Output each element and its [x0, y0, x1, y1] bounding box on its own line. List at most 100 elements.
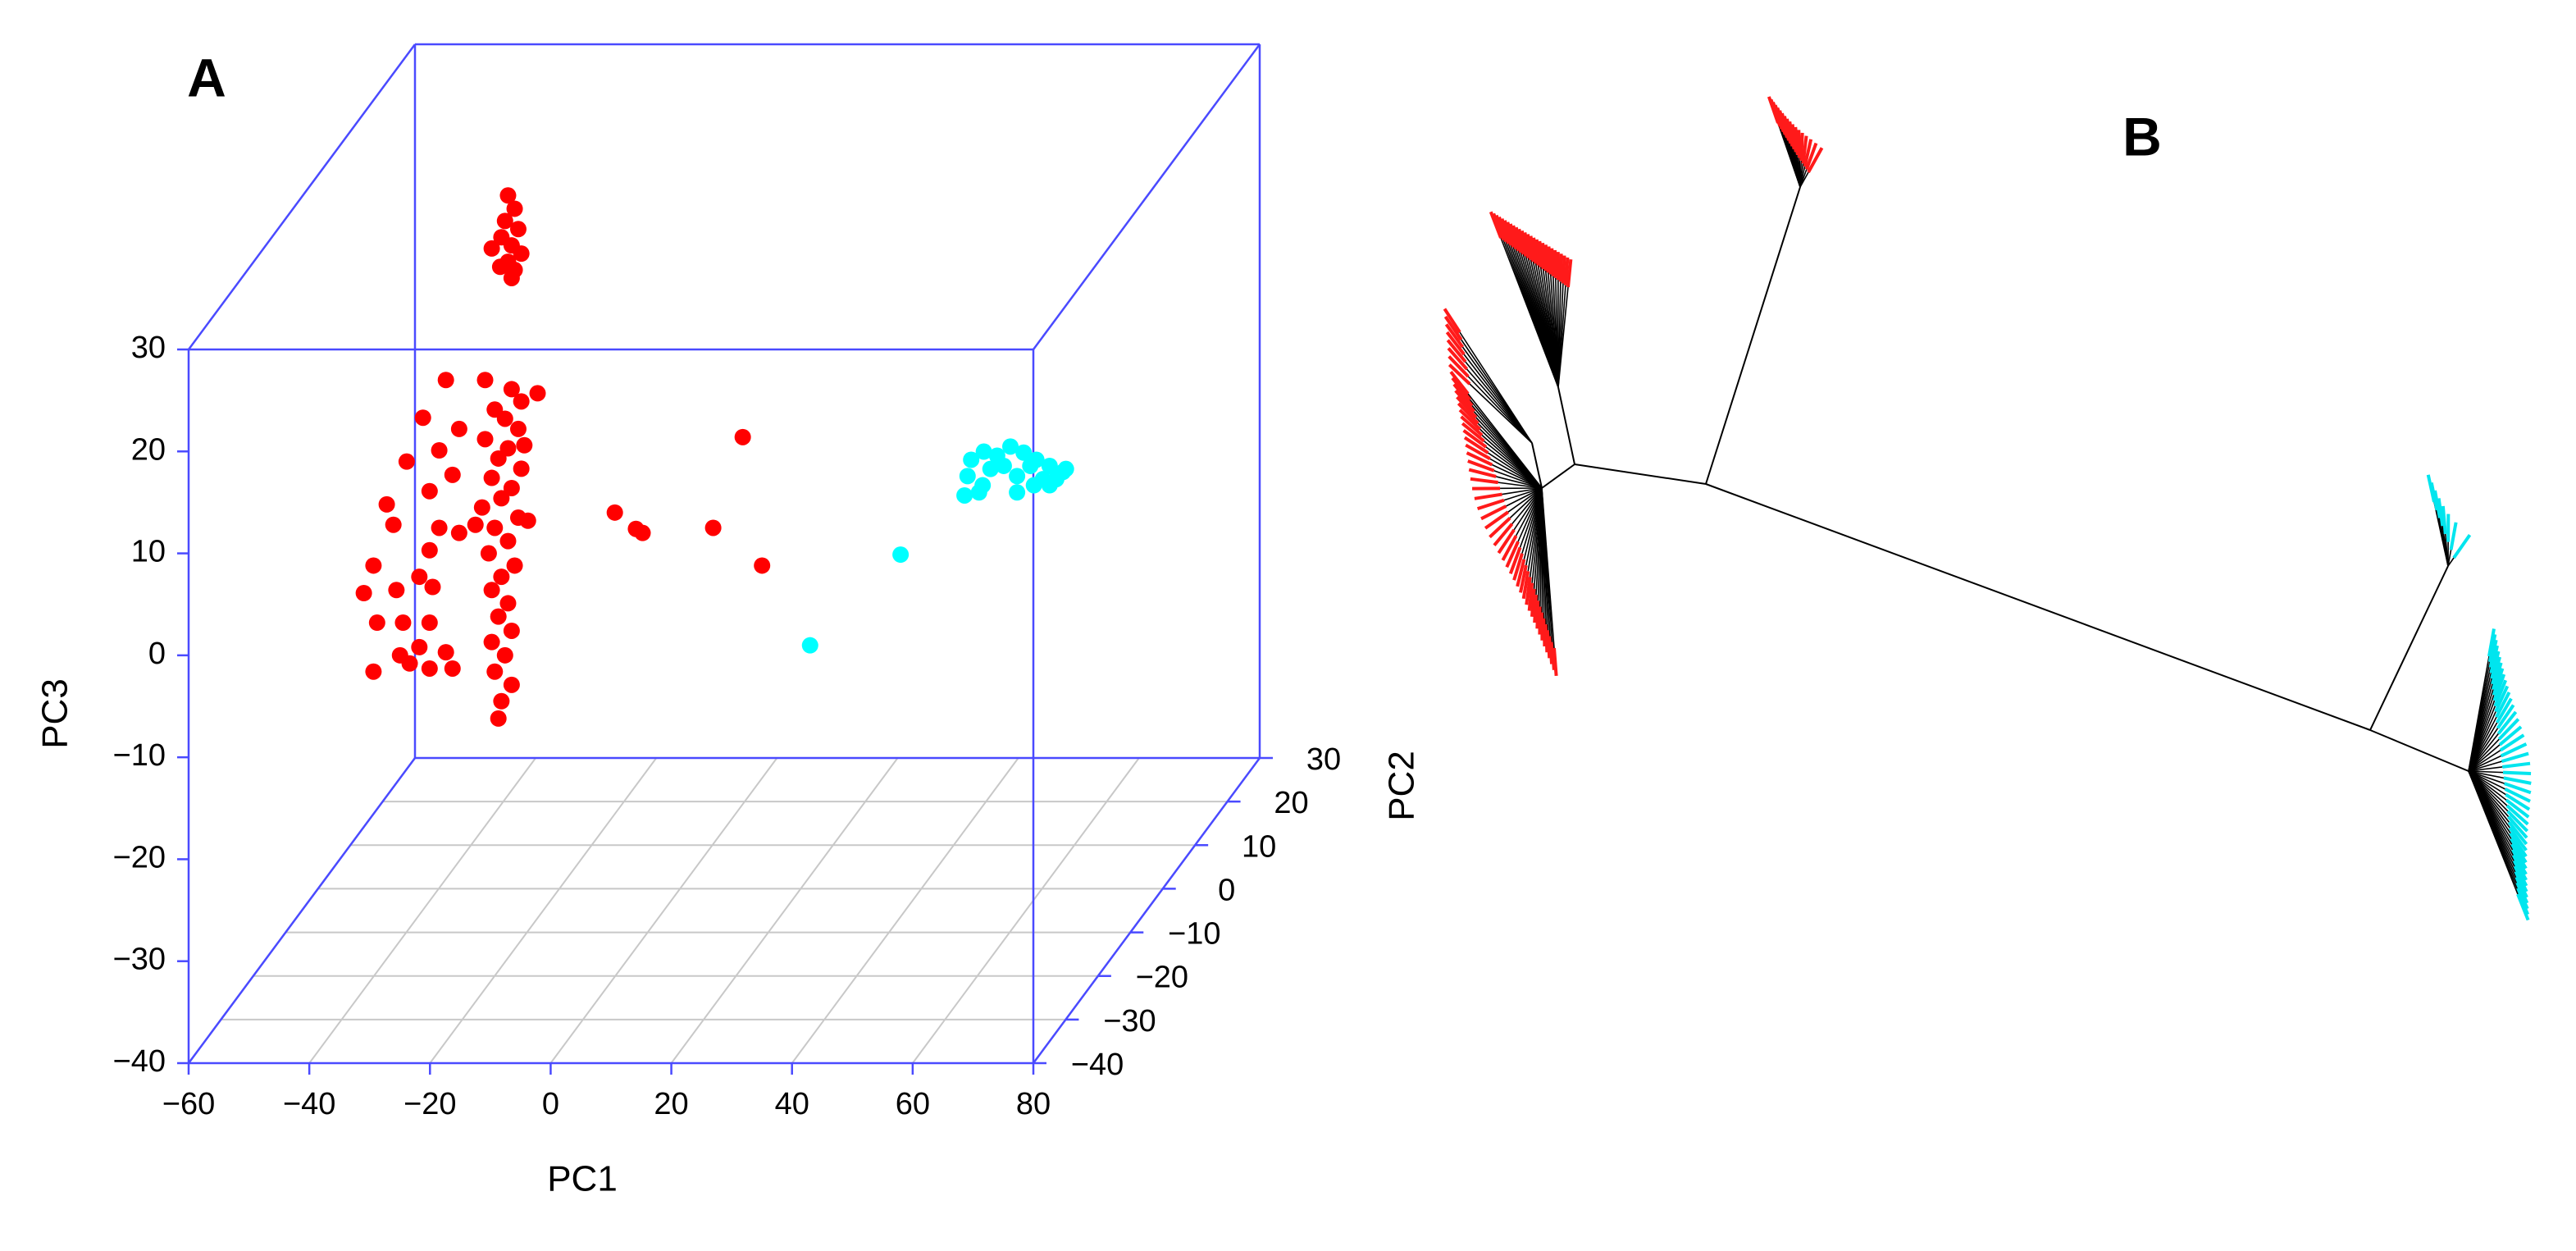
point [385, 516, 402, 533]
leaf-label [2433, 490, 2442, 518]
leaf-branch [1513, 487, 1543, 531]
point [513, 460, 530, 477]
leaf-label [1521, 570, 1530, 600]
y-tick-label: −20 [1136, 961, 1188, 995]
z-tick-label: −40 [113, 1044, 166, 1079]
leaf-label [1467, 459, 1495, 473]
leaf-label [1547, 246, 1552, 275]
point [503, 479, 520, 496]
leaf-branch [1509, 487, 1543, 518]
leaf-branch [2468, 738, 2500, 772]
leaf-label [1508, 546, 1522, 575]
leaf-label [1460, 415, 1484, 436]
leaf-branch [1489, 458, 1543, 489]
point [431, 519, 448, 536]
leaf-branch [1506, 487, 1543, 507]
leaf-label [1457, 402, 1479, 425]
point [424, 578, 441, 596]
leaf-label [1538, 240, 1545, 270]
leaf-label [2488, 639, 2498, 668]
leaf-label [1480, 505, 1507, 521]
box-edge [1032, 43, 1261, 350]
box-edge [1032, 757, 1261, 1064]
grid-line [549, 757, 778, 1064]
leaf-branch [1515, 487, 1543, 536]
leaf-label [2495, 692, 2511, 719]
point [486, 663, 504, 680]
leaf-label [2511, 854, 2528, 881]
leaf-label [2516, 893, 2530, 921]
leaf-label [1506, 221, 1518, 249]
leaf-label [2503, 770, 2532, 775]
leaf-label [1525, 577, 1532, 605]
leaf-branch [1503, 487, 1543, 501]
point [444, 660, 461, 677]
leaf-label [2497, 718, 2520, 741]
leaf-branch [2468, 744, 2501, 772]
leaf-label [1458, 409, 1482, 431]
leaf-label [1454, 389, 1475, 413]
leaf-label [1497, 528, 1516, 555]
leaf-branch [1491, 463, 1543, 489]
point [634, 524, 651, 541]
point [493, 490, 510, 507]
leaf-label [2505, 798, 2530, 819]
leaf-label [2508, 826, 2528, 852]
leaf-label [2500, 742, 2528, 758]
leaf-branch [1507, 487, 1543, 513]
point [365, 557, 382, 574]
point [401, 655, 418, 672]
point [1057, 460, 1074, 477]
point [476, 372, 494, 389]
z-tick-label: 20 [131, 432, 166, 467]
leaf-label [2513, 865, 2528, 893]
point [499, 440, 517, 457]
point [1009, 484, 1026, 501]
point [450, 524, 467, 541]
point [499, 595, 517, 612]
leaf-label [1558, 253, 1563, 282]
leaf-label [1500, 218, 1513, 246]
leaf-label [1553, 249, 1557, 278]
point [506, 200, 523, 217]
z-tick-label: −10 [113, 738, 166, 773]
point [1009, 468, 1026, 485]
leaf-label [1449, 370, 1470, 395]
point [1025, 477, 1042, 494]
leaf-branch [1466, 368, 1533, 444]
point [1041, 457, 1058, 474]
y-tick-label: −30 [1103, 1004, 1156, 1039]
leaf-label [1508, 223, 1521, 252]
tree [1443, 96, 2532, 921]
leaf-label [2507, 821, 2528, 846]
leaf-label [2449, 522, 2458, 550]
y-tick-label: 30 [1306, 742, 1341, 777]
point [355, 585, 372, 601]
z-tick-label: −20 [113, 840, 166, 874]
point [467, 516, 484, 533]
leaf-label [2514, 882, 2529, 910]
branch [1574, 463, 1707, 485]
point [490, 450, 507, 467]
point [398, 453, 415, 470]
point [365, 663, 382, 680]
point [414, 409, 431, 427]
leaf-label [1520, 230, 1530, 258]
leaf-label [2510, 843, 2528, 870]
leaf-label [1463, 436, 1489, 454]
point [956, 486, 973, 504]
point [490, 710, 507, 727]
leaf-label [2504, 788, 2531, 803]
z-tick-label: 30 [131, 331, 166, 365]
leaf-branch [2468, 770, 2505, 784]
point [529, 385, 546, 402]
point [490, 608, 507, 625]
point [509, 221, 527, 238]
y-tick-label: −40 [1071, 1048, 1124, 1082]
leaf-label [2514, 876, 2529, 904]
point [509, 420, 527, 437]
z-tick-label: 0 [148, 637, 166, 671]
leaf-label [1456, 395, 1478, 419]
leaf-label [2492, 668, 2505, 696]
